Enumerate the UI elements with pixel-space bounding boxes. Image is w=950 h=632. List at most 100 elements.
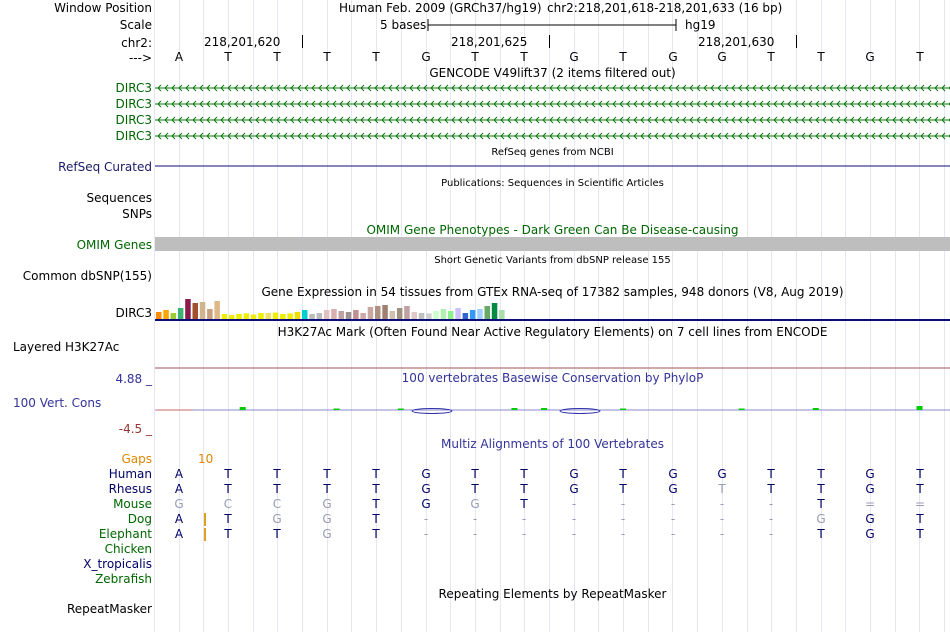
gtex-tissue-bar[interactable] [177, 308, 184, 319]
refseq-curated-label[interactable]: RefSeq Curated [58, 160, 152, 174]
coordinate-tick [302, 35, 303, 48]
gencode-dirc3-label-2[interactable]: DIRC3 [115, 97, 152, 111]
gtex-tissue-bar[interactable] [302, 310, 308, 319]
alignment-base: - [472, 527, 478, 541]
gencode-dirc3-label-4[interactable]: DIRC3 [115, 129, 152, 143]
gtex-tissue-bar[interactable] [499, 310, 505, 319]
gtex-tissue-bar[interactable] [229, 315, 235, 319]
gtex-tissue-bar[interactable] [163, 310, 169, 319]
vert-cons-label[interactable]: 100 Vert. Cons [13, 396, 102, 410]
gencode-gene-lines[interactable] [155, 80, 950, 144]
species-label[interactable]: Mouse [113, 497, 152, 511]
gencode-transcript[interactable] [155, 84, 950, 92]
omim-genes-label[interactable]: OMIM Genes [76, 238, 152, 252]
gtex-tissue-bar[interactable] [236, 314, 242, 319]
refseq-gene-line[interactable] [155, 164, 950, 168]
sequences-label[interactable]: Sequences [86, 191, 152, 205]
gtex-tissue-bar[interactable] [265, 313, 272, 319]
species-label[interactable]: Zebrafish [95, 572, 152, 586]
gtex-tissue-bar[interactable] [250, 314, 257, 319]
gencode-dirc3-label-1[interactable]: DIRC3 [115, 81, 152, 95]
gtex-tissue-bar[interactable] [294, 312, 301, 319]
gtex-tissue-bar[interactable] [214, 301, 220, 319]
gtex-tissue-bar[interactable] [309, 314, 315, 319]
reference-base: T [817, 50, 825, 64]
gtex-tissue-bar[interactable] [389, 311, 396, 319]
gtex-tissue-bar[interactable] [448, 311, 454, 319]
browser-image[interactable]: Human Feb. 2009 (GRCh37/hg19) chr2:218,2… [154, 0, 950, 632]
gtex-tissue-bar[interactable] [477, 309, 483, 319]
gtex-tissue-bar[interactable] [440, 309, 447, 319]
gtex-tissue-bar[interactable] [462, 313, 469, 319]
gtex-tissue-bar[interactable] [331, 309, 337, 319]
gtex-tissue-bar[interactable] [207, 309, 213, 319]
gtex-tissue-bar[interactable] [345, 312, 352, 319]
species-label[interactable]: Human [108, 467, 152, 481]
scale-label[interactable]: Scale [119, 18, 152, 32]
gtex-tissue-bar[interactable] [156, 312, 162, 319]
gencode-dirc3-label-3[interactable]: DIRC3 [115, 113, 152, 127]
alignment-base: C [223, 497, 233, 511]
snps-label[interactable]: SNPs [122, 207, 152, 221]
gtex-tissue-bar[interactable] [185, 299, 191, 319]
insertion-marker [204, 513, 206, 526]
gtex-tissue-bar[interactable] [323, 310, 330, 319]
gencode-transcript[interactable] [155, 100, 950, 108]
gtex-tissue-bar[interactable] [382, 305, 388, 319]
gtex-tissue-bar[interactable] [316, 313, 323, 319]
gtex-tissue-bar[interactable] [192, 303, 199, 319]
alignment-base: - [719, 512, 725, 526]
alignment-base: T [273, 467, 281, 481]
alignment-base: - [620, 497, 626, 511]
gtex-tissue-bar[interactable] [199, 302, 206, 319]
alignment-base: - [620, 527, 626, 541]
strand-arrow-label[interactable]: ---> [128, 51, 152, 65]
gtex-tissue-bar[interactable] [455, 308, 461, 319]
species-label[interactable]: X_tropicalis [83, 557, 152, 571]
gtex-tissue-bar[interactable] [280, 314, 286, 319]
gtex-tissue-bar[interactable] [426, 313, 432, 319]
species-label[interactable]: Elephant [98, 527, 152, 541]
gencode-transcript[interactable] [155, 116, 950, 124]
gtex-tissue-bar[interactable] [375, 306, 381, 319]
gtex-tissue-bar[interactable] [170, 313, 177, 319]
gencode-transcript[interactable] [155, 132, 950, 140]
gtex-tissue-bar[interactable] [272, 312, 279, 319]
gtex-tissue-bar[interactable] [411, 312, 418, 319]
gtex-tissue-bar[interactable] [360, 313, 366, 319]
omim-feature-bar[interactable] [155, 237, 950, 251]
gtex-tissue-bar[interactable] [491, 303, 498, 319]
reference-base: T [224, 50, 232, 64]
gtex-dirc3-label[interactable]: DIRC3 [115, 306, 152, 320]
common-dbsnp-label[interactable]: Common dbSNP(155) [22, 269, 152, 283]
species-label[interactable]: Chicken [104, 542, 152, 556]
gtex-tissue-bar[interactable] [338, 311, 345, 319]
phylop-negative-score [559, 408, 601, 414]
gtex-tissue-bar[interactable] [221, 314, 228, 319]
species-label[interactable]: Dog [127, 512, 152, 526]
scale-bases-label: 5 bases [380, 18, 427, 32]
phylop-conservation-plot[interactable] [155, 400, 950, 420]
gtex-tissue-bar[interactable] [404, 306, 410, 319]
gridline [771, 0, 772, 632]
gtex-tissue-bar[interactable] [469, 310, 476, 319]
gtex-tissue-bar[interactable] [433, 311, 439, 319]
gtex-tissue-bar[interactable] [418, 313, 425, 319]
gtex-tissue-bar[interactable] [243, 313, 250, 319]
gaps-label[interactable]: Gaps [121, 452, 152, 466]
gtex-bar-graph[interactable] [155, 299, 555, 319]
chr-label[interactable]: chr2: [121, 36, 152, 50]
alignment-base: A [174, 482, 184, 496]
repeatmasker-label[interactable]: RepeatMasker [66, 602, 152, 616]
alignment-base: T [767, 482, 775, 496]
window-position-label[interactable]: Window Position [54, 1, 152, 15]
gtex-tissue-bar[interactable] [353, 310, 359, 319]
alignment-base: T [817, 482, 825, 496]
gtex-tissue-bar[interactable] [484, 306, 491, 319]
gtex-tissue-bar[interactable] [396, 308, 403, 319]
species-label[interactable]: Rhesus [108, 482, 152, 496]
gtex-tissue-bar[interactable] [287, 313, 293, 319]
gtex-tissue-bar[interactable] [258, 313, 264, 319]
gtex-tissue-bar[interactable] [367, 307, 374, 319]
layered-h3k27ac-label[interactable]: Layered H3K27Ac [13, 340, 120, 354]
